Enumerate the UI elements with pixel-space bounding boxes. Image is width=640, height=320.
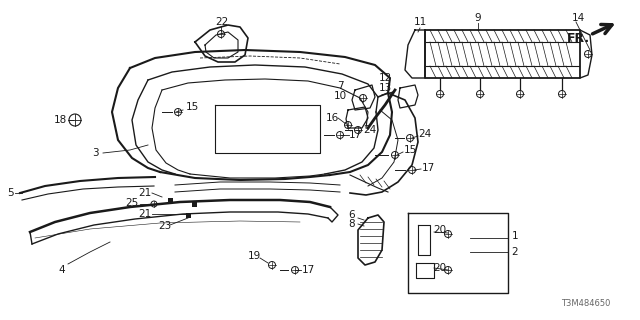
Text: 23: 23 (158, 221, 172, 231)
Text: 17: 17 (421, 163, 435, 173)
Text: 8: 8 (349, 219, 355, 229)
Text: 24: 24 (419, 129, 431, 139)
Text: 10: 10 (333, 91, 347, 101)
Text: 1: 1 (512, 231, 518, 241)
Text: FR.: FR. (566, 31, 589, 44)
Text: 7: 7 (337, 81, 343, 91)
Text: 5: 5 (6, 188, 13, 198)
Text: 20: 20 (433, 225, 447, 235)
Text: 19: 19 (248, 251, 260, 261)
Text: 20: 20 (433, 263, 447, 273)
Text: 16: 16 (325, 113, 339, 123)
Text: 18: 18 (53, 115, 67, 125)
Text: 4: 4 (59, 265, 65, 275)
Bar (168, 197, 173, 203)
Text: 21: 21 (138, 188, 152, 198)
Text: 13: 13 (378, 83, 392, 93)
Text: 25: 25 (125, 198, 139, 208)
Text: T3M484650: T3M484650 (561, 299, 610, 308)
Text: 14: 14 (572, 13, 584, 23)
Text: 17: 17 (301, 265, 315, 275)
Text: 24: 24 (364, 125, 376, 135)
Text: 15: 15 (186, 102, 198, 112)
Text: 17: 17 (348, 130, 362, 140)
Text: 22: 22 (216, 17, 228, 27)
Text: 9: 9 (475, 13, 481, 23)
Text: 2: 2 (512, 247, 518, 257)
Bar (191, 202, 196, 206)
Text: 11: 11 (413, 17, 427, 27)
Text: 15: 15 (403, 145, 417, 155)
Text: 12: 12 (378, 73, 392, 83)
Bar (186, 212, 191, 218)
Text: 21: 21 (138, 209, 152, 219)
Text: 3: 3 (92, 148, 99, 158)
Text: 6: 6 (349, 210, 355, 220)
